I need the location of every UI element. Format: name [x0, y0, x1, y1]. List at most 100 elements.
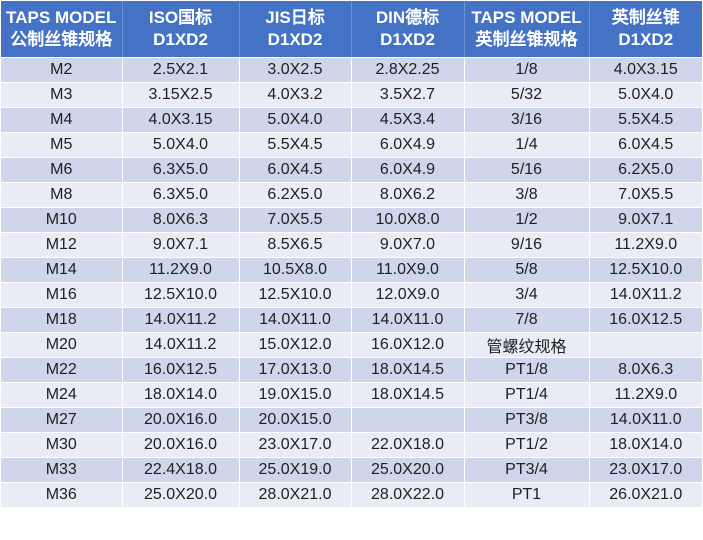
cell-din: 3.5X2.7 [351, 82, 465, 108]
cell-inch-d1xd2: 16.0X12.5 [589, 307, 702, 333]
cell-jis: 6.2X5.0 [239, 182, 352, 208]
table-row: M36 25.0X20.0 28.0X21.0 28.0X22.0 PT1 26.0X21… [1, 482, 702, 508]
cell-inch-d1xd2: 6.2X5.0 [589, 157, 702, 183]
cell-metric-size: M24 [1, 382, 123, 408]
cell-inch-d1xd2: 6.0X4.5 [589, 132, 702, 158]
cell-iso: 14.0X11.2 [122, 332, 240, 358]
header-row: TAPS MODEL 公制丝锥规格 ISO国标 D1XD2 JIS日标 D1XD… [1, 1, 702, 58]
table-body: M2 2.5X2.1 3.0X2.5 2.8X2.25 1/8 4.0X3.15 M3 3.1… [1, 57, 702, 508]
cell-metric-size: M36 [1, 482, 123, 508]
cell-inch-size: 3/16 [464, 107, 590, 133]
header-inch-d1xd2: 英制丝锥 D1XD2 [589, 1, 702, 58]
cell-jis: 28.0X21.0 [239, 482, 352, 508]
cell-inch-size: PT1 [464, 482, 590, 508]
table-row: M8 6.3X5.0 6.2X5.0 8.0X6.2 3/8 7.0X5.5 [1, 182, 702, 208]
cell-jis: 19.0X15.0 [239, 382, 352, 408]
header-line: 英制丝锥规格 [475, 29, 578, 49]
cell-inch-size: PT1/8 [464, 357, 590, 383]
table-row: M12 9.0X7.1 8.5X6.5 9.0X7.0 9/16 11.2X9.0 [1, 232, 702, 258]
cell-metric-size: M27 [1, 407, 123, 433]
header-jis: JIS日标 D1XD2 [239, 1, 352, 58]
table-row: M4 4.0X3.15 5.0X4.0 4.5X3.4 3/16 5.5X4.5 [1, 107, 702, 133]
cell-inch-size: 管螺纹规格 [464, 332, 590, 358]
table-row: M20 14.0X11.2 15.0X12.0 16.0X12.0 管螺纹规格 [1, 332, 702, 358]
header-line: ISO国标 [148, 7, 213, 27]
cell-inch-d1xd2: 8.0X6.3 [589, 357, 702, 383]
header-inch-model: TAPS MODEL 英制丝锥规格 [464, 1, 590, 58]
cell-inch-size: 7/8 [464, 307, 590, 333]
header-line: 公制丝锥规格 [10, 29, 113, 49]
cell-inch-d1xd2 [589, 332, 702, 358]
table-row: M33 22.4X18.0 25.0X19.0 25.0X20.0 PT3/4 23.0X… [1, 457, 702, 483]
cell-din: 12.0X9.0 [351, 282, 465, 308]
cell-inch-size: PT3/8 [464, 407, 590, 433]
cell-metric-size: M4 [1, 107, 123, 133]
cell-metric-size: M10 [1, 207, 123, 233]
cell-iso: 6.3X5.0 [122, 182, 240, 208]
cell-inch-size: 5/8 [464, 257, 590, 283]
cell-metric-size: M6 [1, 157, 123, 183]
cell-inch-size: 1/4 [464, 132, 590, 158]
cell-jis: 10.5X8.0 [239, 257, 352, 283]
cell-iso: 20.0X16.0 [122, 432, 240, 458]
cell-inch-size: 1/2 [464, 207, 590, 233]
cell-inch-d1xd2: 5.0X4.0 [589, 82, 702, 108]
cell-iso: 18.0X14.0 [122, 382, 240, 408]
table-row: M30 20.0X16.0 23.0X17.0 22.0X18.0 PT1/2 18.0X… [1, 432, 702, 458]
cell-inch-d1xd2: 11.2X9.0 [589, 232, 702, 258]
cell-metric-size: M16 [1, 282, 123, 308]
cell-iso: 9.0X7.1 [122, 232, 240, 258]
table-row: M10 8.0X6.3 7.0X5.5 10.0X8.0 1/2 9.0X7.1 [1, 207, 702, 233]
cell-din: 6.0X4.9 [351, 157, 465, 183]
cell-inch-d1xd2: 14.0X11.2 [589, 282, 702, 308]
cell-iso: 3.15X2.5 [122, 82, 240, 108]
table-row: M16 12.5X10.0 12.5X10.0 12.0X9.0 3/4 14.0X11.… [1, 282, 702, 308]
header-line: TAPS MODEL [6, 7, 117, 27]
table-header: TAPS MODEL 公制丝锥规格 ISO国标 D1XD2 JIS日标 D1XD… [1, 1, 702, 58]
header-din: DIN德标 D1XD2 [351, 1, 465, 58]
cell-inch-d1xd2: 5.5X4.5 [589, 107, 702, 133]
cell-din: 10.0X8.0 [351, 207, 465, 233]
cell-jis: 20.0X15.0 [239, 407, 352, 433]
cell-inch-d1xd2: 23.0X17.0 [589, 457, 702, 483]
cell-din: 8.0X6.2 [351, 182, 465, 208]
cell-inch-d1xd2: 11.2X9.0 [589, 382, 702, 408]
header-line: D1XD2 [267, 29, 323, 49]
cell-metric-size: M20 [1, 332, 123, 358]
cell-inch-d1xd2: 26.0X21.0 [589, 482, 702, 508]
cell-metric-size: M14 [1, 257, 123, 283]
table-row: M27 20.0X16.0 20.0X15.0 PT3/8 14.0X11.0 [1, 407, 702, 433]
cell-iso: 25.0X20.0 [122, 482, 240, 508]
cell-iso: 20.0X16.0 [122, 407, 240, 433]
cell-jis: 12.5X10.0 [239, 282, 352, 308]
cell-metric-size: M2 [1, 57, 123, 83]
cell-din: 6.0X4.9 [351, 132, 465, 158]
table-row: M6 6.3X5.0 6.0X4.5 6.0X4.9 5/16 6.2X5.0 [1, 157, 702, 183]
cell-jis: 6.0X4.5 [239, 157, 352, 183]
cell-din: 22.0X18.0 [351, 432, 465, 458]
cell-iso: 6.3X5.0 [122, 157, 240, 183]
cell-inch-size: PT1/2 [464, 432, 590, 458]
table-row: M24 18.0X14.0 19.0X15.0 18.0X14.5 PT1/4 11.2X… [1, 382, 702, 408]
cell-jis: 23.0X17.0 [239, 432, 352, 458]
cell-metric-size: M3 [1, 82, 123, 108]
header-line: D1XD2 [380, 29, 435, 49]
cell-din: 14.0X11.0 [351, 307, 465, 333]
cell-metric-size: M18 [1, 307, 123, 333]
cell-din: 16.0X12.0 [351, 332, 465, 358]
cell-din: 9.0X7.0 [351, 232, 465, 258]
header-line: TAPS MODEL [471, 7, 582, 27]
tap-spec-table: TAPS MODEL 公制丝锥规格 ISO国标 D1XD2 JIS日标 D1XD… [1, 1, 702, 508]
table-row: M22 16.0X12.5 17.0X13.0 18.0X14.5 PT1/8 8.0X6… [1, 357, 702, 383]
cell-iso: 4.0X3.15 [122, 107, 240, 133]
cell-din: 11.0X9.0 [351, 257, 465, 283]
header-line: JIS日标 [265, 7, 325, 27]
header-line: D1XD2 [618, 29, 674, 49]
cell-inch-size: 9/16 [464, 232, 590, 258]
cell-inch-d1xd2: 18.0X14.0 [589, 432, 702, 458]
cell-metric-size: M8 [1, 182, 123, 208]
cell-jis: 7.0X5.5 [239, 207, 352, 233]
cell-iso: 14.0X11.2 [122, 307, 240, 333]
cell-metric-size: M12 [1, 232, 123, 258]
